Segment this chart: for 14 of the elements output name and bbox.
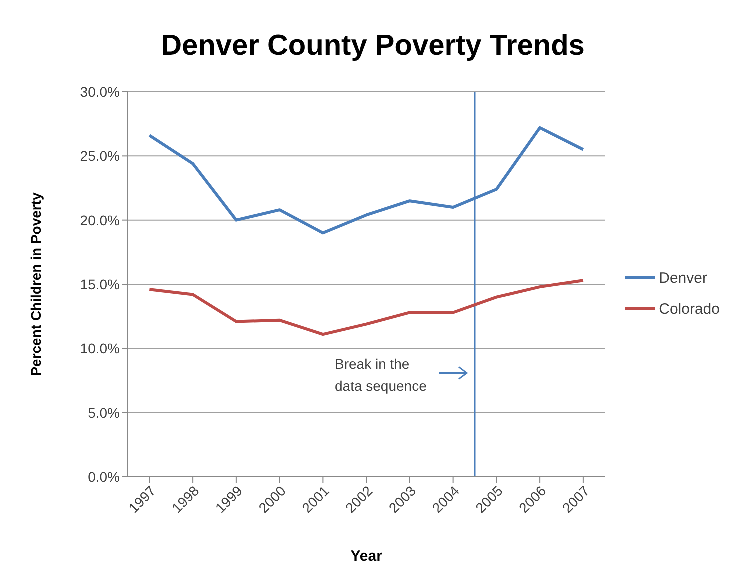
chart-title: Denver County Poverty Trends	[160, 30, 586, 63]
y-tick-label: 30.0%	[80, 84, 120, 100]
y-tick-label: 5.0%	[88, 404, 120, 421]
y-tick-label: 0.0%	[88, 468, 120, 485]
ref-line-label: Break in the data sequence	[335, 356, 428, 394]
y-axis-title: Percent Children in Poverty	[28, 192, 44, 376]
x-axis-title: Year	[350, 548, 383, 565]
legend-label: Colorado	[659, 300, 720, 318]
y-tick-label: 10.0%	[80, 340, 120, 357]
legend-label: Denver	[659, 270, 708, 286]
y-tick-label: 15.0%	[80, 276, 120, 292]
line-series	[148, 279, 585, 336]
y-tick-label: 25.0%	[80, 148, 120, 164]
y-tick-label: 20.0%	[80, 212, 120, 228]
